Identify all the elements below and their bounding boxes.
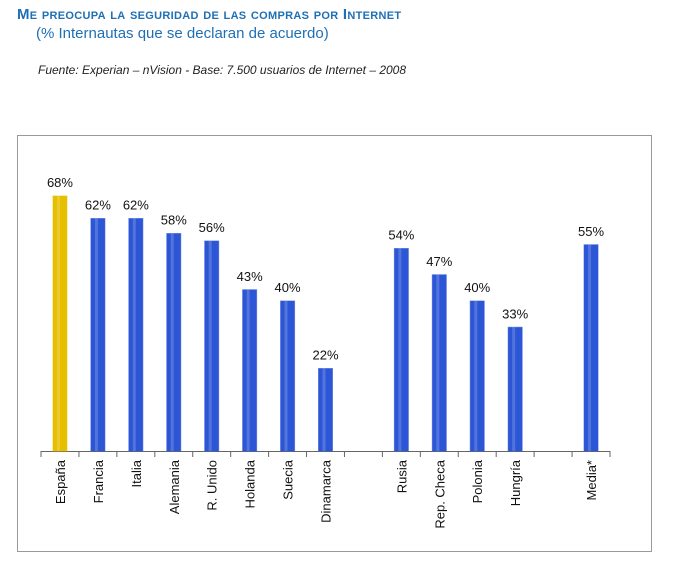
value-label: 33% bbox=[502, 306, 528, 321]
bar bbox=[166, 233, 182, 452]
x-tick-label: Holanda bbox=[243, 459, 258, 508]
value-label: 40% bbox=[464, 280, 490, 295]
value-label: 62% bbox=[85, 198, 111, 213]
bar bbox=[128, 218, 144, 452]
bar bbox=[469, 300, 485, 452]
bar-highlight bbox=[56, 196, 60, 451]
bar-highlight bbox=[94, 218, 98, 451]
x-tick-label: Suecia bbox=[281, 459, 296, 500]
x-tick-label: España bbox=[53, 459, 68, 504]
x-tick-label: Hungría bbox=[508, 459, 523, 506]
value-label: 55% bbox=[578, 224, 604, 239]
bar-highlight bbox=[284, 301, 288, 451]
x-tick-label: R. Unido bbox=[205, 460, 220, 511]
bar-highlight bbox=[588, 244, 592, 451]
value-label: 40% bbox=[275, 280, 301, 295]
source-note: Fuente: Experian – nVision - Base: 7.500… bbox=[38, 63, 407, 77]
x-tick-label: Polonia bbox=[470, 459, 485, 503]
bar-highlight bbox=[208, 241, 212, 451]
chart-title: Me preocupa la seguridad de las compras … bbox=[17, 6, 402, 23]
bar bbox=[583, 244, 599, 452]
bar-highlight bbox=[512, 327, 516, 451]
x-tick-label: Italia bbox=[129, 459, 144, 487]
bar bbox=[507, 326, 523, 452]
bar-highlight bbox=[170, 233, 174, 451]
bar bbox=[204, 240, 220, 452]
bar-highlight bbox=[246, 289, 250, 451]
x-tick-label: Rep. Checa bbox=[432, 459, 447, 528]
value-label: 62% bbox=[123, 198, 149, 213]
chart-subtitle: (% Internautas que se declaran de acuerd… bbox=[36, 25, 329, 42]
value-label: 47% bbox=[426, 254, 452, 269]
x-tick-label: Media* bbox=[584, 460, 599, 500]
value-label: 68% bbox=[47, 175, 73, 190]
value-label: 22% bbox=[312, 348, 338, 363]
bar bbox=[52, 195, 68, 452]
x-tick-label: Dinamarca bbox=[319, 459, 334, 523]
bar-highlight bbox=[398, 248, 402, 451]
plot-frame bbox=[17, 135, 652, 552]
bar bbox=[318, 368, 333, 452]
bar-highlight bbox=[132, 218, 136, 451]
value-label: 56% bbox=[199, 220, 225, 235]
x-tick-label: Francia bbox=[91, 459, 106, 503]
value-label: 43% bbox=[237, 269, 263, 284]
value-label: 58% bbox=[161, 213, 187, 228]
x-tick-label: Rusia bbox=[394, 459, 409, 493]
x-tick-label: Alemania bbox=[167, 459, 182, 514]
bar bbox=[280, 300, 296, 452]
bar bbox=[90, 218, 106, 452]
bar bbox=[393, 248, 409, 452]
value-label: 54% bbox=[388, 228, 414, 243]
bar-highlight bbox=[474, 301, 478, 451]
bar-highlight bbox=[436, 274, 440, 451]
bar bbox=[431, 274, 447, 452]
bar bbox=[242, 289, 258, 452]
bar-highlight bbox=[322, 368, 326, 451]
